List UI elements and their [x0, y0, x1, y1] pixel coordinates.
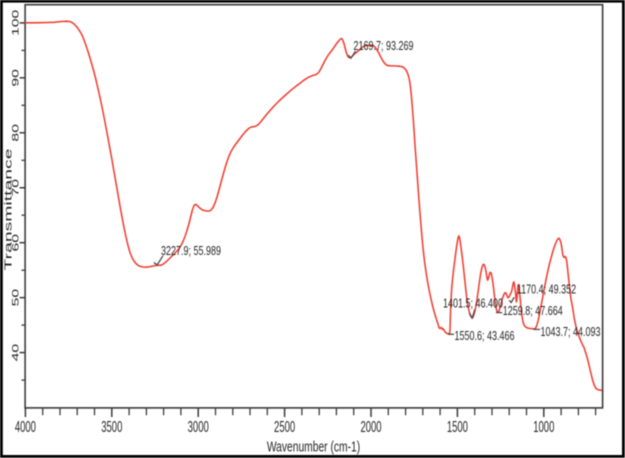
svg-text:4000: 4000 — [15, 417, 36, 435]
svg-text:Transmittance: Transmittance — [3, 149, 14, 271]
svg-text:Wavenumber (cm-1): Wavenumber (cm-1) — [267, 437, 360, 454]
svg-text:90: 90 — [10, 69, 21, 87]
svg-text:1000: 1000 — [533, 417, 554, 435]
svg-text:40: 40 — [10, 344, 21, 362]
svg-text:2169.7; 93.269: 2169.7; 93.269 — [354, 39, 414, 53]
svg-text:1500: 1500 — [447, 417, 468, 435]
svg-text:70: 70 — [10, 179, 21, 197]
svg-text:60: 60 — [10, 234, 21, 252]
svg-text:3500: 3500 — [101, 417, 122, 435]
svg-text:3227.9; 55.989: 3227.9; 55.989 — [161, 245, 221, 259]
svg-text:2500: 2500 — [274, 417, 295, 435]
svg-text:1259.8; 47.664: 1259.8; 47.664 — [503, 304, 563, 318]
svg-text:1170.4; 49.352: 1170.4; 49.352 — [517, 283, 576, 297]
svg-text:1043.7; 44.093: 1043.7; 44.093 — [541, 325, 601, 339]
svg-text:50: 50 — [10, 289, 21, 307]
svg-text:80: 80 — [10, 124, 21, 142]
svg-text:1401.5; 46.400: 1401.5; 46.400 — [443, 297, 503, 311]
svg-text:2000: 2000 — [360, 417, 381, 435]
svg-text:3000: 3000 — [188, 417, 209, 435]
svg-text:100: 100 — [10, 10, 21, 36]
svg-text:1550.6; 43.466: 1550.6; 43.466 — [455, 329, 515, 343]
